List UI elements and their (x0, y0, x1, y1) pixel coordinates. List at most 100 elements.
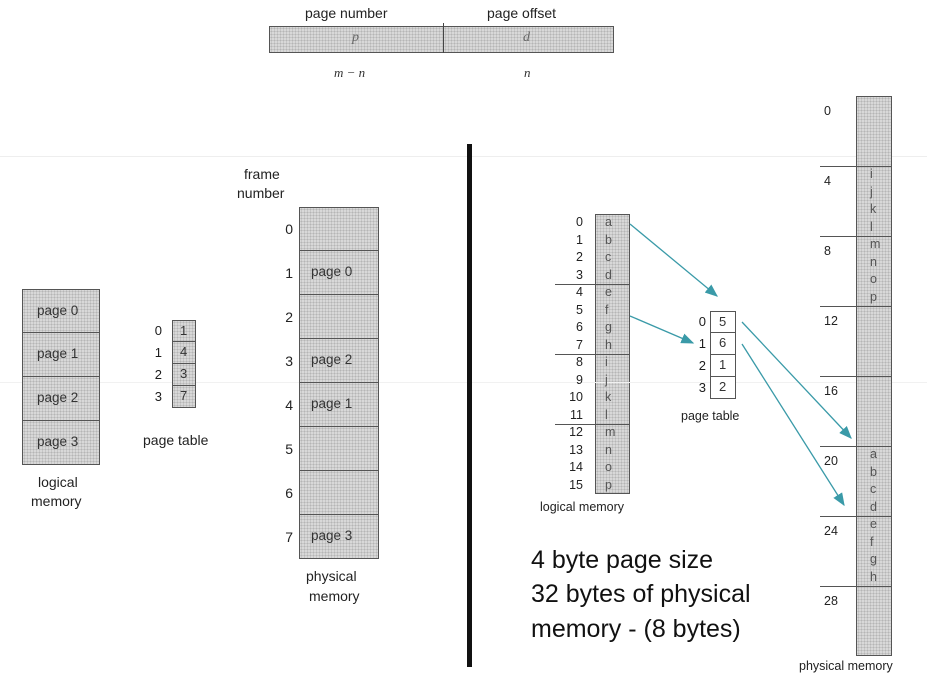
page-table-frame-value: 6 (719, 335, 727, 350)
logical-address: 4 (576, 285, 583, 299)
physical-byte: a (870, 447, 877, 461)
frame-number: 7 (285, 529, 293, 545)
logical-address: 1 (576, 232, 583, 247)
physical-address: 28 (824, 594, 838, 608)
frame-content: page 0 (311, 264, 353, 279)
logical-byte: j (605, 372, 608, 387)
physical-byte: j (870, 184, 873, 199)
frame-boundary-line (820, 586, 892, 587)
physical-byte: o (870, 272, 877, 286)
page-table-index: 3 (154, 389, 162, 404)
logical-address: 10 (569, 390, 583, 404)
frame-boundary-line (820, 516, 892, 517)
guide-line-mid (0, 382, 927, 383)
page-table-index: 0 (698, 314, 706, 329)
physical-byte: l (870, 219, 873, 234)
note-line-1: 4 byte page size (531, 546, 714, 574)
page-boundary-line (555, 354, 630, 355)
logical-byte: f (605, 302, 609, 317)
physical-byte: k (870, 202, 877, 216)
logical-caption-1: logical (38, 474, 78, 490)
logical-byte: b (605, 232, 612, 247)
logical-byte: e (605, 285, 612, 299)
page-number-label: page number (305, 5, 388, 21)
page-table-entry: 1 (172, 320, 196, 342)
frame-boundary-line (820, 446, 892, 447)
logical-address: 12 (569, 425, 583, 439)
logical-byte: l (605, 407, 608, 422)
right-physical-memory: 0 4 8 12 16 20 24 28 i j k l m n o p a b c d e f g h (820, 96, 894, 656)
logical-byte: h (605, 337, 612, 352)
logical-page-label: page 2 (37, 390, 79, 405)
address-bar: p d (269, 23, 614, 53)
frame-cell: page 3 (299, 515, 379, 559)
logical-address: 0 (576, 215, 583, 229)
physical-byte: m (870, 237, 881, 251)
physical-frames: 0 1 page 0 2 3 page 2 4 page 1 5 6 7 page 3 (275, 207, 379, 559)
frame-number: 4 (285, 397, 293, 413)
logical-byte: p (605, 477, 612, 492)
page-table-frame-value: 1 (719, 357, 727, 372)
logical-byte: c (605, 250, 612, 264)
physical-byte: d (870, 499, 877, 514)
frame-number: 3 (285, 353, 293, 369)
page-boundary-line (555, 424, 630, 425)
physical-byte: h (870, 569, 877, 584)
logical-address: 3 (576, 267, 583, 282)
frame-content: page 2 (311, 352, 353, 367)
page-table-index: 0 (154, 323, 162, 338)
page-table-frame-value: 7 (180, 388, 188, 403)
address-bar-divider (443, 23, 444, 53)
p-symbol: p (352, 30, 359, 45)
frame-content: page 1 (311, 396, 353, 411)
frame-boundary-line (820, 236, 892, 237)
logical-address: 8 (576, 355, 583, 369)
guide-line-top (0, 156, 927, 157)
frame-boundary-line (820, 166, 892, 167)
logical-byte: n (605, 442, 612, 457)
page-table-entry: 1 (710, 355, 736, 377)
logical-byte: o (605, 460, 612, 474)
right-physical-caption: physical memory (799, 659, 893, 673)
frame-content: page 3 (311, 528, 353, 543)
physical-address: 0 (824, 104, 831, 118)
right-logical-caption: logical memory (540, 500, 625, 514)
frame-cell (299, 295, 379, 339)
arrow-pt0-to-frame5 (741, 321, 852, 439)
arrow-page0-to-pt0 (629, 223, 719, 297)
logical-address: 9 (576, 372, 583, 387)
logical-address: 6 (576, 320, 583, 334)
physical-caption-2: memory (309, 588, 360, 604)
page-offset-label: page offset (487, 5, 557, 21)
arrow-pt1-to-frame6 (741, 343, 845, 507)
page-table-index: 2 (698, 358, 706, 373)
logical-byte: i (605, 355, 608, 369)
page-table-entry: 5 (710, 311, 736, 333)
physical-byte: n (870, 254, 877, 269)
page-table-index: 1 (698, 336, 706, 351)
physical-address: 24 (824, 524, 838, 538)
frame-cell (299, 427, 379, 471)
page-boundary-line (555, 284, 630, 285)
physical-caption-1: physical (306, 568, 357, 584)
frame-header-2: number (237, 185, 285, 201)
page-table-entry: 3 (172, 364, 196, 386)
frame-number: 2 (285, 309, 293, 325)
physical-byte: g (870, 552, 877, 566)
logical-byte: a (605, 215, 612, 229)
logical-address: 5 (576, 302, 583, 317)
arrow-page1-to-pt1 (629, 315, 695, 344)
physical-byte: p (870, 289, 877, 304)
p-bits-label: m − n (334, 65, 366, 80)
logical-address: 14 (569, 460, 583, 474)
left-page-table-caption: page table (143, 432, 209, 448)
page-table-frame-value: 3 (180, 366, 188, 381)
frame-cell (299, 207, 379, 251)
page-table-index: 2 (154, 367, 162, 382)
frame-number: 6 (285, 485, 293, 501)
physical-byte: b (870, 464, 877, 479)
page-table-frame-value: 4 (180, 344, 188, 359)
logical-byte: m (605, 425, 616, 439)
